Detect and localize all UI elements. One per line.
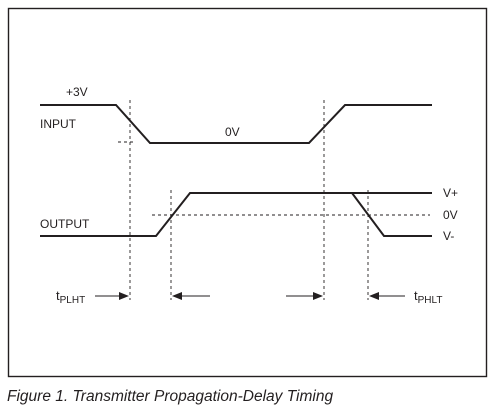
phl-arrows bbox=[286, 292, 405, 300]
input-zero-level-label: 0V bbox=[225, 125, 240, 139]
output-label: OUTPUT bbox=[40, 217, 90, 231]
figure-caption: Figure 1. Transmitter Propagation-Delay … bbox=[7, 388, 334, 405]
tphlt-sub: PHLT bbox=[418, 295, 443, 306]
output-vplus-label: V+ bbox=[443, 186, 458, 200]
tplht-main: t bbox=[56, 288, 60, 303]
tphlt-label: tPHLT bbox=[414, 288, 442, 306]
output-vminus-label: V- bbox=[443, 229, 454, 243]
figure-frame bbox=[7, 7, 488, 378]
input-label: INPUT bbox=[40, 117, 77, 131]
output-zero-level-label: 0V bbox=[443, 208, 458, 222]
tphlt-main: t bbox=[414, 288, 418, 303]
input-waveform bbox=[40, 104, 432, 144]
tplht-label: tPLHT bbox=[56, 288, 85, 306]
plh-arrows bbox=[95, 292, 210, 300]
tplht-sub: PLHT bbox=[60, 295, 86, 306]
output-waveform bbox=[40, 192, 432, 237]
input-high-level-label: +3V bbox=[66, 85, 88, 99]
